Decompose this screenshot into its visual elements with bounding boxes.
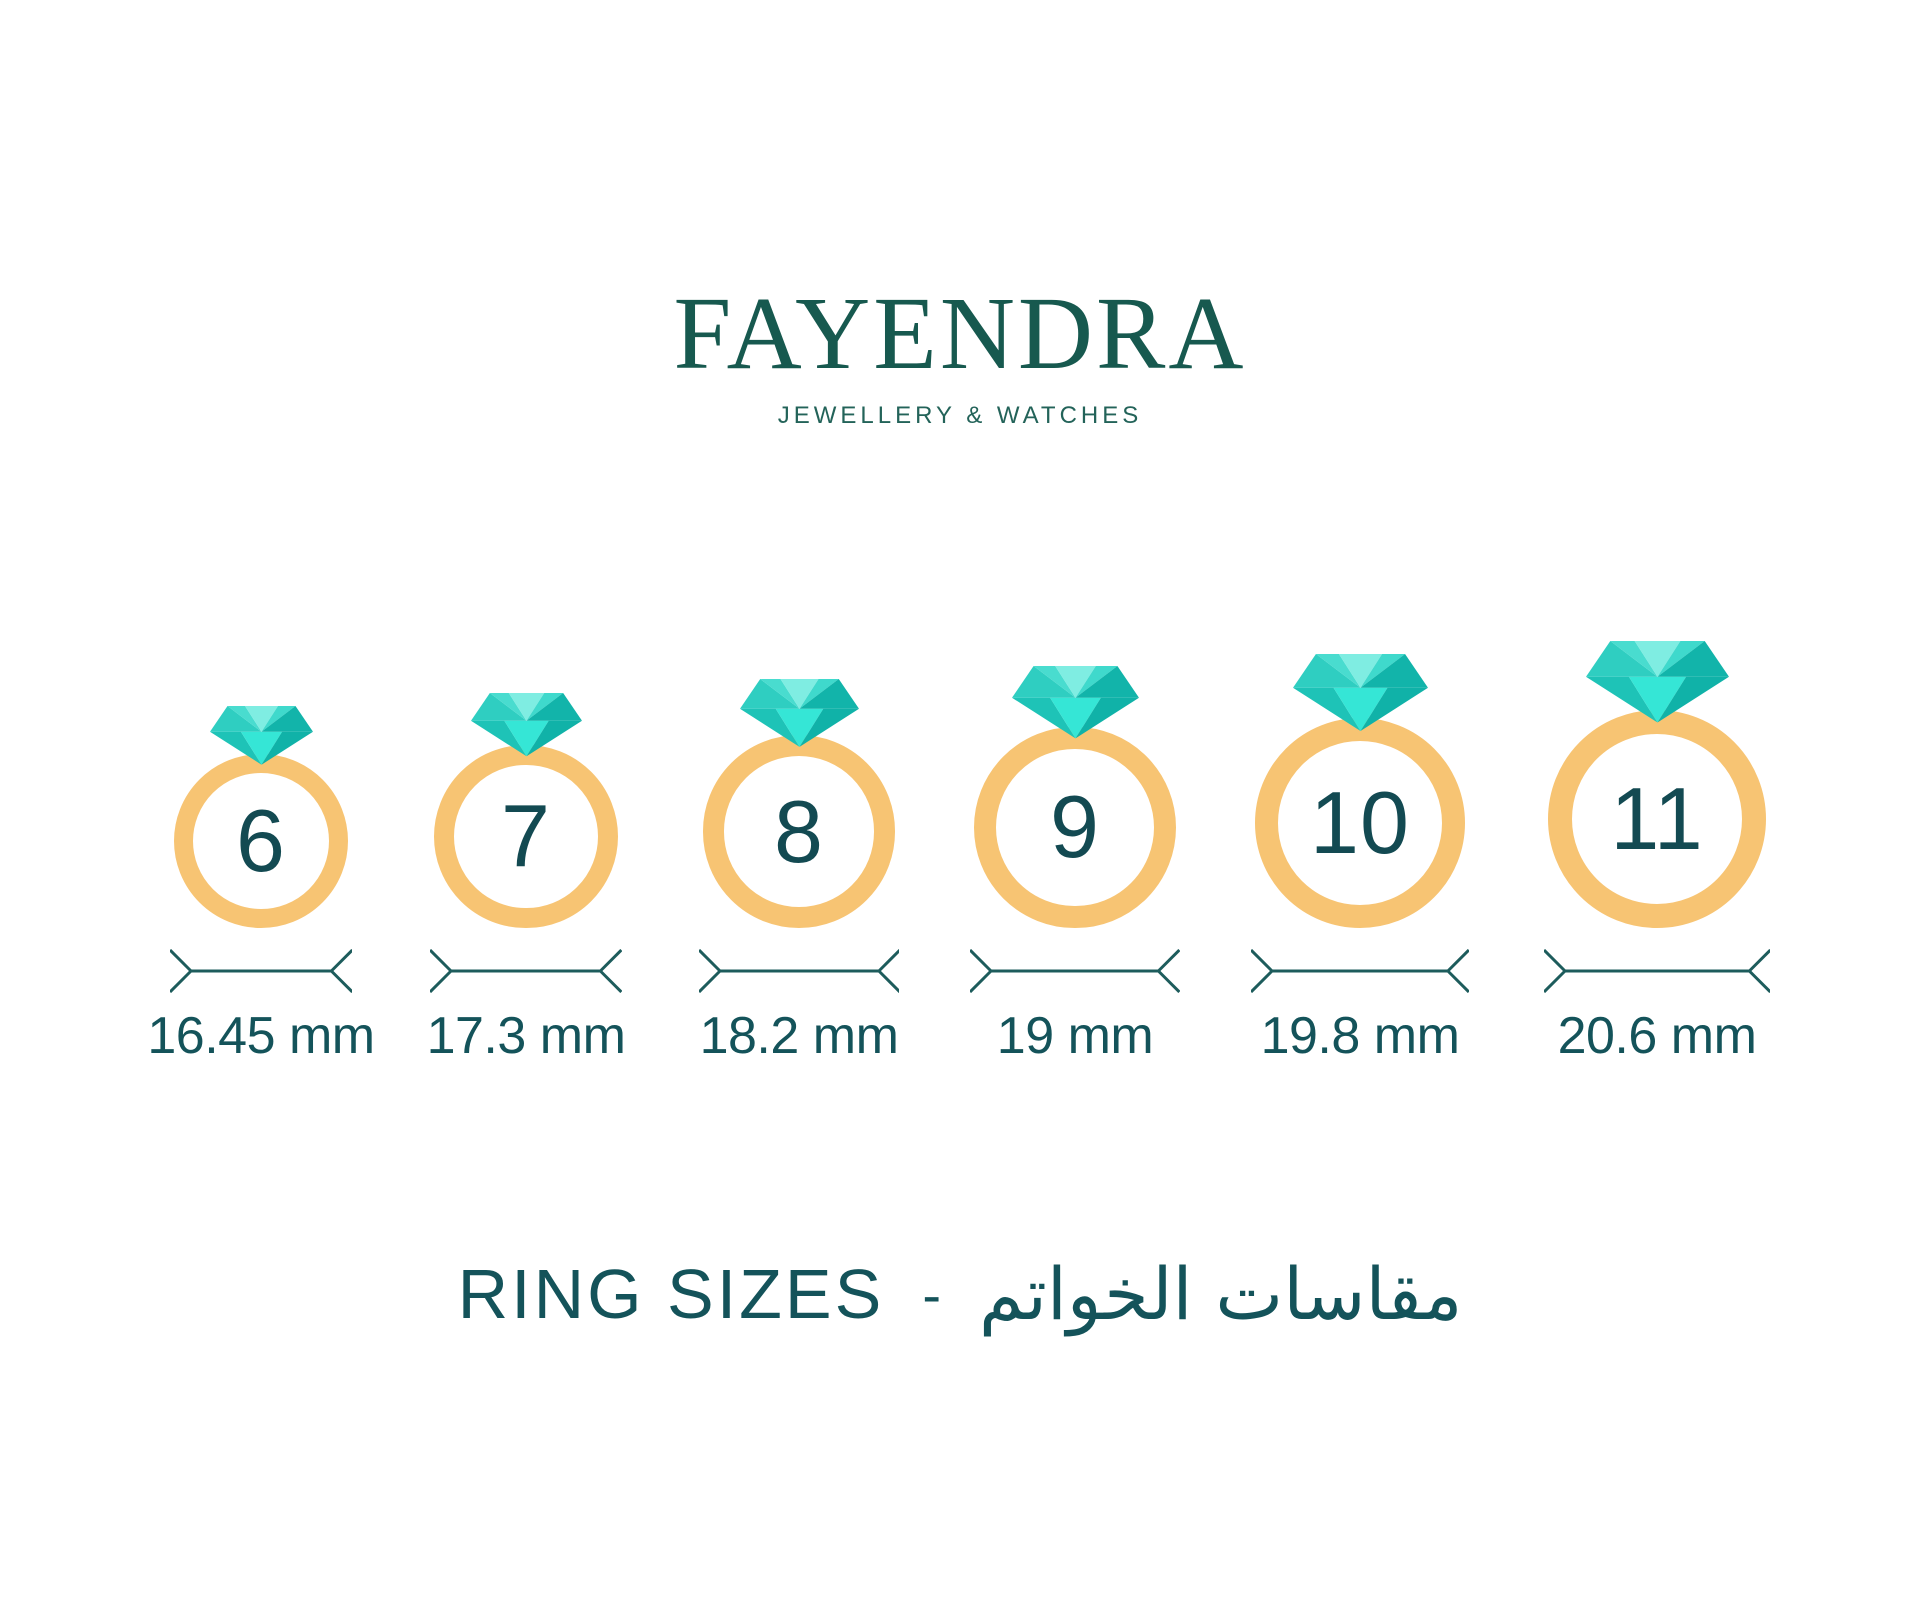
ring-size-number: 11 [1610,768,1704,868]
diameter-label: 16.45 mm [147,1007,375,1065]
diameter-label: 17.3 mm [426,1007,626,1065]
ring-size-number: 8 [774,781,824,881]
diamond-icon [1292,653,1428,731]
ring-size-number: 6 [236,790,286,890]
brand-logo: FAYENDRA [673,276,1247,391]
diamond-icon [739,679,859,747]
chart-title-ar: مقاسات الخواتم [978,1252,1463,1336]
chart-title-en: RING SIZES [457,1255,885,1333]
diamond-icon [209,705,313,765]
dimension-arrow [970,949,1180,993]
dimension-arrow [1543,949,1771,993]
diameter-label: 19.8 mm [1260,1007,1460,1065]
chart-title-separator: - [922,1262,941,1326]
dimension-arrow [698,949,900,993]
diameter-label: 18.2 mm [699,1007,899,1065]
dimension-arrow [169,949,353,993]
brand-block: FAYENDRA JEWELLERY & WATCHES [0,282,1920,430]
diamond-icon [470,692,582,756]
ring-size-number: 7 [501,786,551,886]
diamond-icon [1585,641,1729,723]
ring-size-number: 9 [1050,777,1100,877]
brand-tagline: JEWELLERY & WATCHES [777,402,1143,429]
dimension-arrow [1251,949,1469,993]
diamond-icon [1011,666,1139,739]
ring-size-number: 10 [1310,773,1410,873]
diameter-label: 19 mm [996,1007,1154,1065]
diameter-label: 20.6 mm [1557,1007,1757,1065]
dimension-arrow [430,949,622,993]
chart-title: RING SIZES - مقاسات الخواتم [0,1252,1920,1336]
